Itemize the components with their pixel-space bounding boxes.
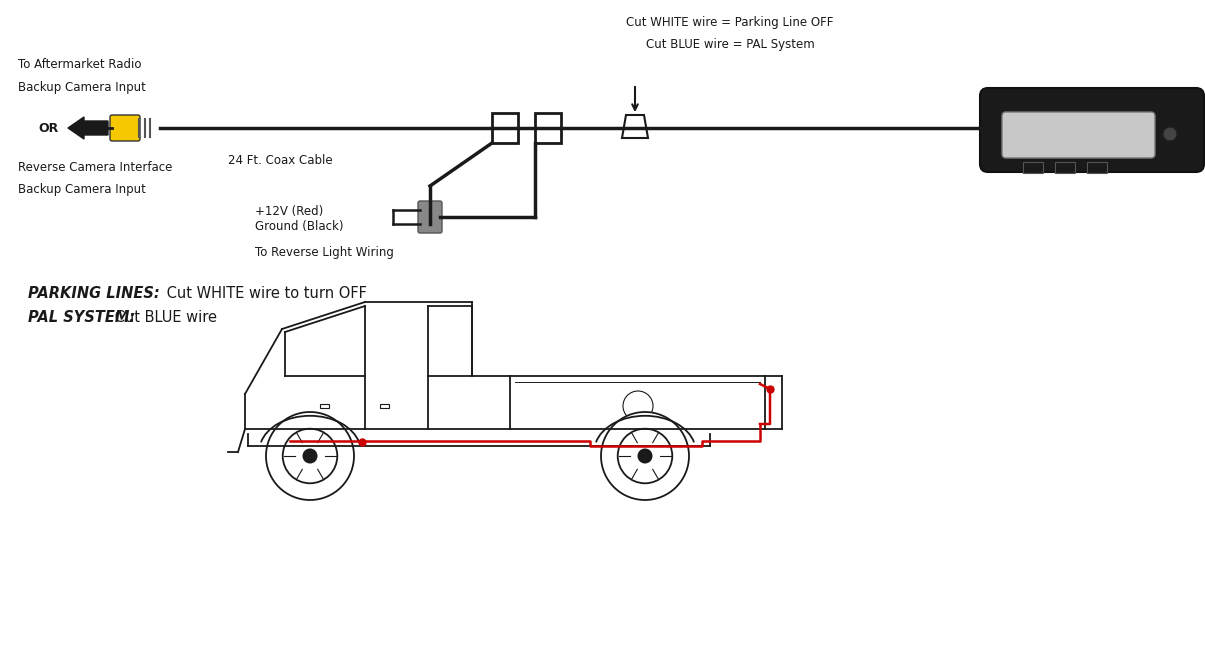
- Text: Cut WHITE wire to turn OFF: Cut WHITE wire to turn OFF: [161, 286, 366, 301]
- FancyArrow shape: [67, 117, 108, 139]
- Bar: [535, 113, 562, 143]
- Bar: [1087, 162, 1107, 173]
- Text: To Aftermarket Radio: To Aftermarket Radio: [18, 58, 141, 71]
- FancyBboxPatch shape: [980, 88, 1204, 172]
- Polygon shape: [622, 115, 648, 138]
- Text: Ground (Black): Ground (Black): [255, 220, 343, 233]
- Bar: [492, 113, 518, 143]
- Text: Reverse Camera Interface: Reverse Camera Interface: [18, 161, 172, 174]
- Bar: [1056, 162, 1075, 173]
- Circle shape: [304, 450, 317, 463]
- FancyBboxPatch shape: [1003, 112, 1156, 158]
- Bar: [1023, 162, 1044, 173]
- Bar: [321, 404, 329, 408]
- Circle shape: [623, 391, 653, 421]
- FancyBboxPatch shape: [418, 201, 442, 233]
- Circle shape: [601, 412, 689, 500]
- Circle shape: [283, 429, 337, 483]
- Circle shape: [1163, 127, 1177, 141]
- Text: PARKING LINES:: PARKING LINES:: [28, 286, 160, 301]
- Text: Cut BLUE wire = PAL System: Cut BLUE wire = PAL System: [646, 38, 815, 51]
- Circle shape: [266, 412, 354, 500]
- Text: Cut BLUE wire: Cut BLUE wire: [110, 310, 217, 325]
- Circle shape: [618, 429, 672, 483]
- Text: +12V (Red): +12V (Red): [255, 205, 323, 218]
- Text: PAL SYSTEM:: PAL SYSTEM:: [28, 310, 135, 325]
- Text: Backup Camera Input: Backup Camera Input: [18, 81, 146, 94]
- Text: Cut WHITE wire = Parking Line OFF: Cut WHITE wire = Parking Line OFF: [627, 16, 834, 29]
- FancyBboxPatch shape: [110, 115, 140, 141]
- Bar: [380, 404, 389, 408]
- Circle shape: [639, 450, 652, 463]
- Text: Backup Camera Input: Backup Camera Input: [18, 183, 146, 196]
- Text: 24 Ft. Coax Cable: 24 Ft. Coax Cable: [228, 154, 333, 167]
- Text: OR: OR: [39, 121, 58, 134]
- Text: To Reverse Light Wiring: To Reverse Light Wiring: [255, 246, 394, 259]
